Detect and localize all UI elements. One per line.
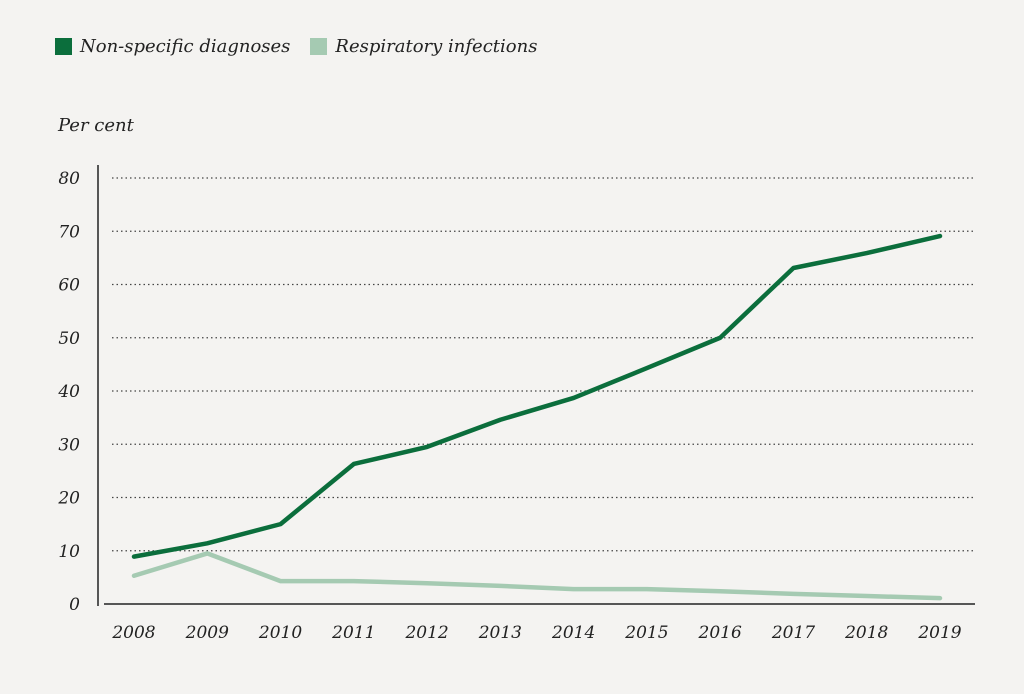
y-tick-label: 30 — [58, 435, 80, 455]
y-tick-label: 60 — [58, 276, 80, 296]
legend-label: Respiratory infections — [335, 36, 538, 57]
x-tick-label: 2015 — [624, 623, 668, 643]
x-tick-label: 2013 — [478, 623, 522, 643]
y-axis-label: Per cent — [58, 115, 134, 136]
x-tick-label: 2014 — [551, 623, 595, 643]
y-tick-label: 0 — [69, 595, 80, 615]
x-tick-label: 2009 — [185, 623, 229, 643]
x-tick-label: 2016 — [698, 623, 742, 643]
x-tick-label: 2011 — [331, 623, 375, 643]
legend-item-respiratory: Respiratory infections — [310, 36, 537, 57]
x-tick-label: 2008 — [111, 623, 155, 643]
legend-swatch-non-specific — [55, 38, 72, 55]
x-tick-label: 2019 — [917, 623, 961, 643]
y-tick-label: 40 — [57, 382, 80, 402]
y-tick-label: 70 — [58, 222, 80, 242]
x-tick-label: 2018 — [844, 623, 888, 643]
legend-swatch-respiratory — [310, 38, 328, 55]
y-tick-label: 10 — [58, 542, 80, 562]
y-tick-label: 80 — [58, 169, 80, 189]
y-tick-label: 20 — [57, 489, 80, 509]
y-tick-label: 50 — [58, 329, 80, 349]
series-line-respiratory-infections — [131, 551, 943, 601]
x-tick-label: 2012 — [404, 623, 448, 643]
x-tick-label: 2017 — [771, 623, 815, 643]
legend-item-non-specific: Non-specific diagnoses — [55, 36, 290, 57]
legend-label: Non-specific diagnoses — [80, 36, 291, 57]
legend: Non-specific diagnoses Respiratory infec… — [55, 36, 537, 57]
series-line-non-specific-diagnoses — [131, 233, 943, 559]
x-tick-label: 2010 — [258, 623, 302, 643]
